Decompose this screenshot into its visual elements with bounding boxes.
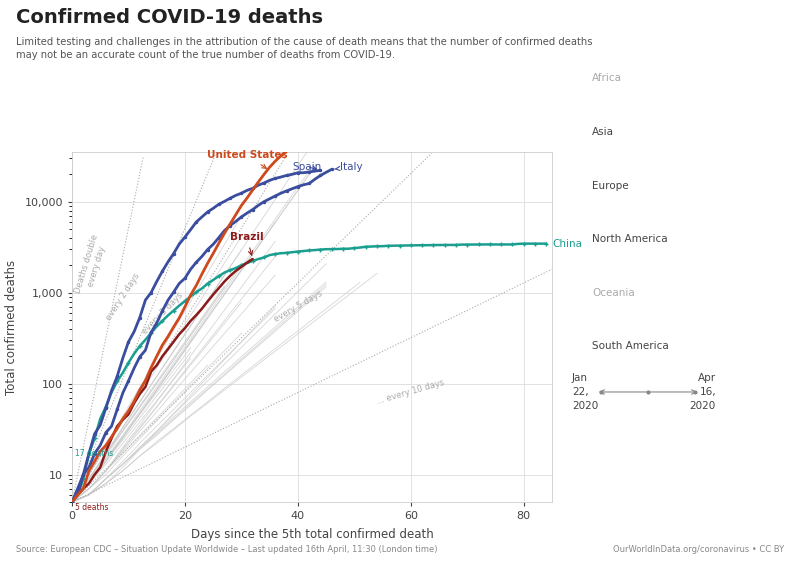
Text: 2020: 2020: [690, 401, 716, 411]
Text: United States: United States: [206, 151, 287, 169]
Text: every 3 days: every 3 days: [140, 290, 185, 336]
Text: 17 deaths: 17 deaths: [75, 449, 114, 458]
Text: Jan: Jan: [572, 373, 588, 383]
Text: China: China: [552, 239, 582, 249]
Text: every 5 days: every 5 days: [272, 289, 324, 324]
Text: Our World: Our World: [724, 13, 776, 22]
Text: North America: North America: [592, 234, 668, 244]
Text: 22,: 22,: [572, 387, 589, 397]
Text: Deaths double
every day: Deaths double every day: [74, 233, 110, 297]
Text: Spain: Spain: [292, 161, 322, 171]
Text: Apr: Apr: [698, 373, 716, 383]
Text: Italy: Italy: [334, 162, 363, 173]
Text: OurWorldInData.org/coronavirus • CC BY: OurWorldInData.org/coronavirus • CC BY: [613, 545, 784, 554]
Text: Oceania: Oceania: [592, 288, 634, 298]
Y-axis label: Total confirmed deaths: Total confirmed deaths: [5, 259, 18, 395]
Text: 16,: 16,: [699, 387, 716, 397]
Text: in Data: in Data: [731, 30, 769, 39]
Text: every 2 days: every 2 days: [104, 272, 142, 322]
X-axis label: Days since the 5th total confirmed death: Days since the 5th total confirmed death: [190, 528, 434, 541]
Text: Asia: Asia: [592, 127, 614, 137]
Text: ... every 10 days: ... every 10 days: [376, 378, 446, 407]
Text: 5 deaths: 5 deaths: [75, 504, 109, 513]
Text: Limited testing and challenges in the attribution of the cause of death means th: Limited testing and challenges in the at…: [16, 37, 593, 60]
Text: Source: European CDC – Situation Update Worldwide – Last updated 16th April, 11:: Source: European CDC – Situation Update …: [16, 545, 438, 554]
Text: Africa: Africa: [592, 73, 622, 83]
Text: Confirmed COVID-19 deaths: Confirmed COVID-19 deaths: [16, 8, 323, 28]
Text: Brazil: Brazil: [230, 232, 264, 255]
Text: Europe: Europe: [592, 180, 629, 191]
Text: 2020: 2020: [572, 401, 598, 411]
Text: South America: South America: [592, 341, 669, 351]
